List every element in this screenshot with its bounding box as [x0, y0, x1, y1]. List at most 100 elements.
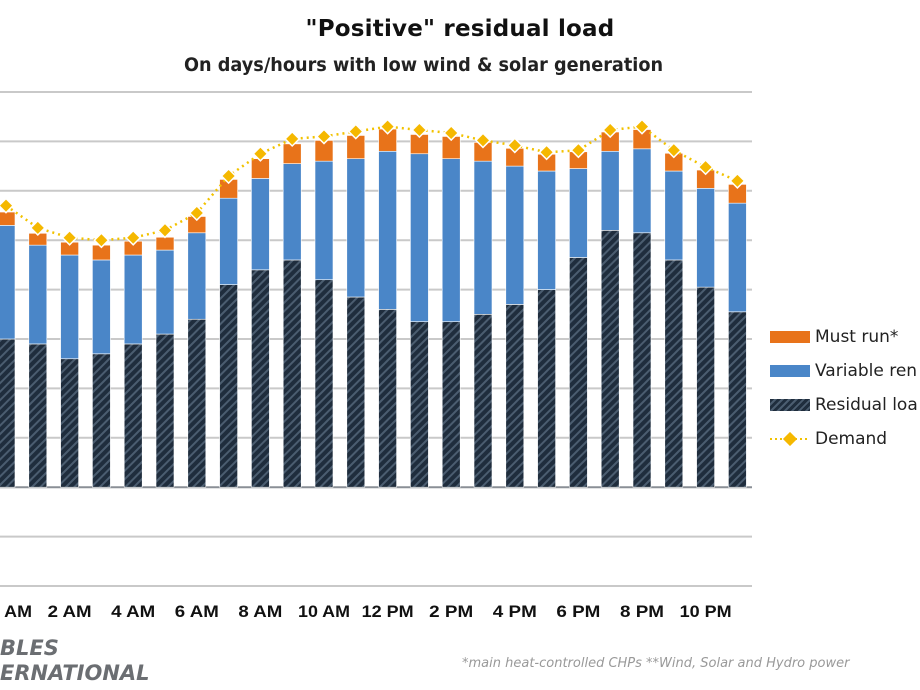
legend-label: Residual loa	[815, 395, 918, 415]
bar-residual-loa	[92, 353, 111, 488]
bar-residual-loa	[346, 296, 366, 488]
must-run-swatch	[770, 331, 810, 343]
bar-must-run-	[0, 211, 16, 226]
bar-residual-loa	[314, 279, 334, 488]
demand-point	[61, 229, 78, 246]
bar-variable-ren	[632, 148, 652, 234]
bar-variable-ren	[410, 153, 429, 323]
bar-variable-ren	[664, 170, 684, 261]
demand-point	[284, 130, 301, 148]
bar-variable-ren	[505, 165, 525, 305]
demand-point	[411, 121, 428, 139]
x-tick-label: 12 PM	[362, 602, 414, 621]
bar-variable-ren	[282, 163, 302, 261]
variable-renewables-swatch	[770, 365, 810, 377]
logo: BLES ERNATIONAL	[0, 636, 150, 686]
bar-residual-loa	[600, 230, 620, 488]
demand-point	[188, 204, 205, 222]
demand-point	[29, 219, 46, 236]
demand-point	[347, 123, 364, 140]
demand-point	[220, 167, 237, 185]
bar-variable-ren	[537, 170, 556, 290]
demand-point	[697, 158, 714, 176]
legend-label: Demand	[815, 429, 888, 449]
bar-variable-ren	[92, 259, 111, 355]
x-tick-label: 6 PM	[556, 602, 600, 621]
x-tick-label: 4 AM	[111, 602, 155, 621]
footnote: *main heat-controlled CHPs **Wind, Solar…	[462, 656, 850, 671]
demand-point	[506, 137, 523, 154]
x-tick-label: 8 PM	[620, 602, 664, 621]
bar-variable-ren	[123, 254, 143, 345]
demand-point	[156, 222, 174, 239]
bar-variable-ren	[473, 160, 493, 315]
bar-variable-ren	[696, 188, 715, 288]
bar-variable-ren	[600, 150, 620, 231]
bar-residual-loa	[28, 343, 48, 488]
x-tick-label: 2 PM	[429, 602, 473, 621]
logo-line2: ERNATIONAL	[0, 661, 150, 685]
bar-residual-loa	[187, 318, 207, 488]
bar-residual-loa	[473, 313, 493, 488]
demand-point	[379, 118, 396, 135]
x-tick-label: 10 AM	[298, 602, 350, 621]
bar-residual-loa	[664, 259, 684, 488]
chart-title: "Positive" residual load	[305, 16, 615, 42]
logo-line1: BLES	[0, 636, 59, 660]
x-tick-label: 10 PM	[680, 602, 732, 621]
legend-label: Variable ren	[815, 361, 918, 381]
demand-point	[252, 145, 269, 162]
bar-residual-loa	[60, 358, 79, 488]
demand-swatch	[770, 432, 810, 446]
bar-variable-ren	[314, 160, 334, 281]
demand-point	[443, 124, 460, 142]
demand-point	[93, 232, 110, 249]
demand-point	[665, 142, 682, 159]
bar-residual-loa	[632, 232, 652, 488]
bar-variable-ren	[728, 202, 747, 313]
legend-item-demand: Demand	[770, 422, 920, 456]
bar-residual-loa	[251, 269, 270, 488]
x-tick-label: 12 AM	[0, 602, 32, 621]
bar-residual-loa	[696, 286, 715, 488]
x-tick-label: 4 PM	[493, 602, 537, 621]
bar-residual-loa	[378, 309, 397, 488]
legend-label: Must run*	[815, 327, 899, 347]
bar-variable-ren	[0, 225, 16, 340]
demand-point	[570, 142, 587, 159]
bar-residual-loa	[410, 321, 429, 488]
legend-item-variable-renewables: Variable ren	[770, 354, 920, 388]
bar-variable-ren	[155, 249, 175, 335]
demand-point	[125, 229, 142, 246]
bar-variable-ren	[251, 178, 270, 271]
bar-variable-ren	[187, 232, 207, 320]
bar-must-run-	[155, 236, 175, 251]
bar-residual-loa	[505, 304, 525, 488]
bar-variable-ren	[28, 244, 48, 345]
bar-variable-ren	[441, 158, 461, 323]
bar-residual-loa	[728, 311, 747, 488]
bar-residual-loa	[0, 338, 16, 488]
legend-item-must-run: Must run*	[770, 320, 920, 354]
x-tick-label: 8 AM	[238, 602, 282, 621]
demand-point	[538, 144, 555, 161]
bar-variable-ren	[346, 158, 366, 298]
bar-residual-loa	[569, 257, 588, 488]
bar-residual-loa	[282, 259, 302, 488]
residual-load-swatch	[770, 399, 810, 411]
demand-point	[729, 172, 746, 190]
bar-variable-ren	[378, 150, 397, 310]
demand-point	[474, 132, 492, 149]
demand-point	[0, 197, 15, 214]
demand-point	[633, 118, 651, 135]
bar-variable-ren	[219, 197, 238, 285]
bar-variable-ren	[60, 254, 79, 360]
bar-variable-ren	[569, 168, 588, 258]
bar-residual-loa	[155, 333, 175, 488]
bar-residual-loa	[123, 343, 143, 488]
demand-line	[5, 125, 738, 242]
legend: Must run* Variable ren Residual loa Dema…	[770, 320, 920, 456]
bar-residual-loa	[219, 284, 238, 488]
demand-point	[315, 128, 333, 145]
